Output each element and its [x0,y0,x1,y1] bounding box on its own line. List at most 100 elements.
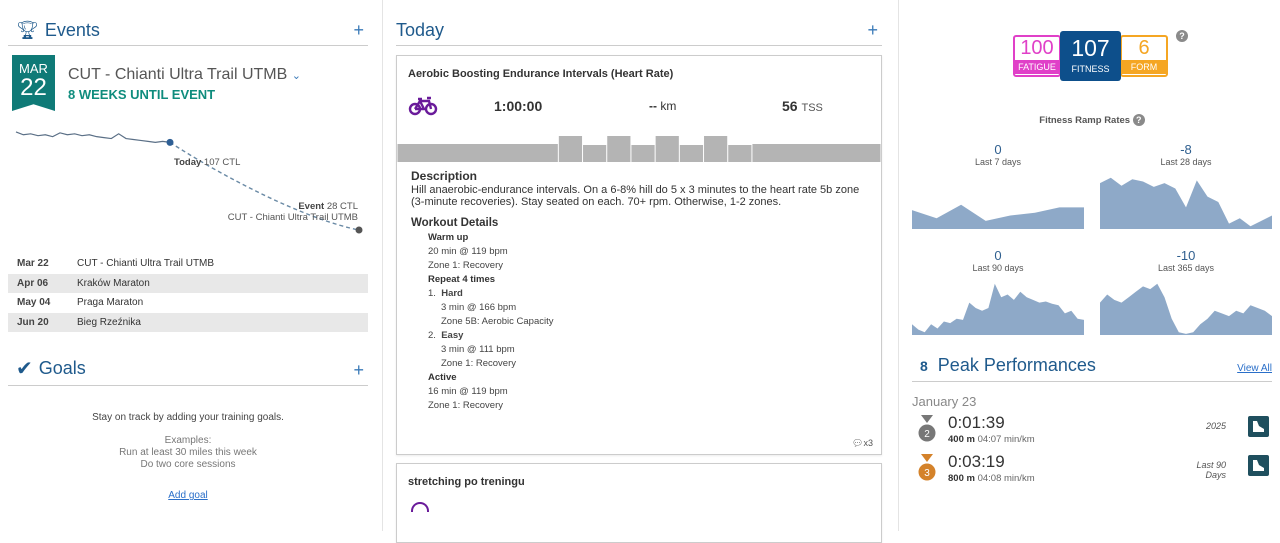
step-zone: Zone 5B: Aerobic Capacity [441,316,554,327]
ramp-value: -8 [1180,142,1192,157]
step-target: 3 min @ 111 bpm [441,344,515,355]
peak-distance: 400 m [948,434,975,445]
workout-step-bar [728,145,752,162]
view-all-link[interactable]: View All [1237,363,1272,374]
workout-step-bar [397,144,558,162]
add-goal-link[interactable]: Add goal [168,490,208,501]
step-label: Hard [441,288,463,299]
step-label: Warm up [428,232,469,243]
goals-empty-text: Stay on track by adding your training go… [92,412,284,423]
ramp-rate-1: -8 Last 28 days [1100,142,1272,229]
event-selector[interactable]: CUT - Chianti Ultra Trail UTMB ⌄ [68,66,301,84]
ramp-value: 0 [994,248,1002,263]
running-shoe-icon[interactable] [1248,416,1269,437]
stretch-icon [411,502,429,512]
event-date-ribbon: MAR 22 [12,55,55,111]
form-box[interactable]: 6 FORM [1120,35,1168,77]
workout-details: Workout Details Warm up 20 min @ 119 bpm… [397,216,881,413]
column-divider [898,0,899,531]
ctl-history-line [15,131,171,143]
events-title: Events [44,20,100,40]
events-header: 🏆︎ Events + [8,0,368,46]
step-zone: Zone 1: Recovery [428,260,503,271]
workout-step-bar [583,145,607,162]
running-shoe-icon[interactable] [1248,455,1269,476]
column-divider [382,0,383,531]
workout-card[interactable]: stretching po treningu [396,463,882,543]
sparkline-area [912,204,1084,229]
event-row[interactable]: Jun 20 Bieg Rzeźnika [8,312,368,332]
ramp-label: Last 365 days [1157,263,1215,273]
peak-period: 2025 [1205,421,1226,431]
ramp-sparkline [1100,283,1272,335]
checkmark-icon: ✔︎ [16,358,33,380]
step-zone: Zone 1: Recovery [441,358,516,369]
fitness-box[interactable]: 107 FITNESS [1060,31,1121,81]
add-event-button[interactable]: + [353,20,364,40]
help-icon[interactable]: ? [1176,30,1188,42]
add-goal-plus-button[interactable]: + [353,360,364,380]
medal-rank: 2 [924,429,930,440]
step-target: 3 min @ 166 bpm [441,302,517,313]
ramp-rate-2: 0 Last 90 days [912,248,1084,335]
events-list: Mar 22 CUT - Chianti Ultra Trail UTMB Apr … [8,254,368,332]
workout-description: Hill anaerobic-endurance intervals. On a… [411,184,860,208]
workout-title: Aerobic Boosting Endurance Intervals (He… [408,68,674,80]
workout-card[interactable]: Aerobic Boosting Endurance Intervals (He… [396,55,882,455]
workout-duration: 1:00:00 [494,98,543,114]
details-title: Workout Details [411,217,499,229]
event-row[interactable]: Mar 22 CUT - Chianti Ultra Trail UTMB [8,254,368,274]
add-workout-button[interactable]: + [867,20,878,40]
event-date: Mar 22 [17,258,49,270]
event-date: Apr 06 [17,277,49,289]
goals-section: ✔︎ Goals + Stay on track by adding your t… [8,340,368,501]
peak-header: 8 Peak Performances View All [912,352,1272,382]
event-name: CUT - Chianti Ultra Trail UTMB [77,258,215,270]
ramp-label: Last 7 days [974,157,1022,167]
workout-step-bar [752,144,881,162]
workout-tss: 56 TSS [782,98,823,114]
sparkline-area [1100,177,1272,229]
today-header: Today + [396,0,882,46]
comments-count[interactable]: 💬︎x3 [852,438,873,448]
peak-pace: 04:08 min/km [977,473,1035,484]
peak-distance: 800 m [948,473,975,484]
step-number: 1. [428,288,436,299]
peak-time: 0:01:39 [948,413,1005,432]
peak-performance-row[interactable]: 3 0:03:19 800 m 04:08 min/km Last 90 Day… [912,452,1272,491]
ramp-value: 0 [994,142,1002,157]
step-label: Active [428,372,457,383]
workout-step-bar [558,136,583,162]
help-icon[interactable]: ? [1132,114,1145,126]
peak-date: January 23 [912,394,977,409]
medal-rank: 3 [924,468,930,479]
peak-title: Peak Performances [937,355,1096,375]
today-column: Today + Aerobic Boosting Endurance Inter… [396,0,882,543]
workout-title: stretching po treningu [408,476,525,488]
peak-time: 0:03:19 [948,452,1005,471]
peak-period: Last 90 Days [1196,460,1226,480]
fatigue-box[interactable]: 100 FATIGUE [1013,35,1061,77]
peak-performance-row[interactable]: 2 0:01:39 400 m 04:07 min/km 2025 [912,413,1272,452]
today-ctl-label: Today 107 CTL [174,157,241,168]
step-target: 16 min @ 119 bpm [428,386,508,397]
event-month: MAR [19,61,48,76]
event-point [355,226,363,234]
today-title: Today [396,20,445,40]
event-name: Praga Maraton [77,297,144,309]
event-row[interactable]: May 04 Praga Maraton [8,293,368,313]
sparkline-area [912,283,1084,335]
step-zone: Zone 1: Recovery [428,400,503,411]
workout-step-bar [655,136,679,162]
ramp-label: Last 28 days [1160,157,1212,167]
repeat-label: Repeat 4 times [428,274,496,285]
ramp-rate-0: 0 Last 7 days [912,142,1084,229]
goals-title: Goals [38,358,86,378]
comments-icon: 💬︎ [852,438,864,448]
ramp-value: -10 [1176,248,1196,263]
event-row[interactable]: Apr 06 Kraków Maraton [8,273,368,293]
ctl-projection-chart [15,131,363,234]
event-day: 22 [20,74,47,101]
peak-performances: 8 Peak Performances View All January 23 2… [912,352,1272,491]
peak-pace: 04:07 min/km [977,434,1035,445]
